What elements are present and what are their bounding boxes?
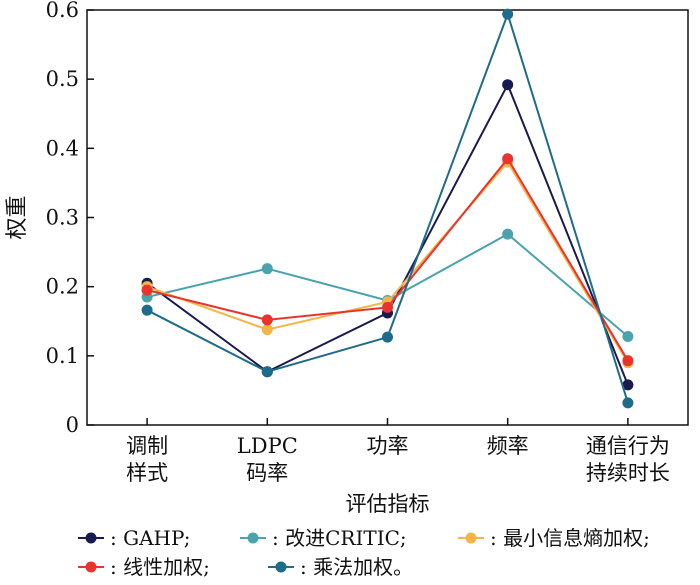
series-0: [141, 79, 634, 391]
data-point: [622, 355, 634, 367]
legend-item: : 乘法加权。: [268, 555, 413, 579]
x-tick-label: 调制样式: [126, 434, 168, 485]
legend-item: : 线性加权;: [78, 555, 210, 579]
data-point: [502, 228, 514, 240]
x-axis-title: 评估指标: [346, 492, 430, 516]
series-line: [146, 156, 629, 362]
data-point: [622, 397, 634, 409]
x-tick-label: 通信行为持续时长: [586, 434, 670, 485]
y-tick-label: 0: [66, 413, 79, 437]
series-line: [146, 232, 629, 338]
plot-frame: [86, 9, 689, 426]
data-point: [622, 379, 634, 391]
data-point: [502, 153, 514, 165]
legend-item: : 改进CRITIC;: [240, 526, 407, 550]
data-point: [141, 304, 153, 316]
y-axis-title: 权重: [5, 195, 30, 239]
series-4: [141, 8, 634, 409]
data-point: [382, 331, 393, 343]
legend-label: : 最小信息熵加权;: [490, 526, 650, 550]
data-point: [502, 79, 514, 91]
x-tick-label: 频率: [487, 434, 529, 458]
legend-item: : GAHP;: [78, 526, 190, 550]
data-point: [622, 330, 634, 342]
y-tick-label: 0.5: [46, 67, 79, 91]
y-tick-label: 0.4: [46, 136, 79, 160]
x-tick-label: 功率: [367, 434, 409, 458]
legend-marker: [275, 561, 287, 573]
legend-marker: [465, 532, 477, 544]
legend-label: : GAHP;: [110, 526, 190, 550]
data-point: [261, 263, 273, 275]
y-tick-label: 0.3: [46, 206, 79, 230]
data-point: [502, 8, 514, 20]
data-point: [141, 284, 153, 296]
legend-item: : 最小信息熵加权;: [458, 526, 650, 550]
data-point: [261, 366, 273, 378]
x-tick-label: LDPC 码率: [237, 434, 298, 485]
legend-marker: [85, 561, 97, 573]
legend-marker: [85, 532, 97, 544]
series-line: [146, 11, 629, 404]
data-point: [261, 314, 273, 326]
series-3: [141, 153, 634, 367]
data-point: [261, 324, 273, 336]
y-tick-label: 0.6: [46, 0, 79, 22]
legend-label: : 乘法加权。: [300, 555, 413, 579]
legend-label: : 改进CRITIC;: [272, 526, 407, 550]
legend-label: : 线性加权;: [110, 555, 210, 579]
y-tick-label: 0.2: [46, 275, 79, 299]
legend-marker: [247, 532, 259, 544]
y-tick-label: 0.1: [46, 344, 79, 368]
data-point: [382, 301, 393, 313]
